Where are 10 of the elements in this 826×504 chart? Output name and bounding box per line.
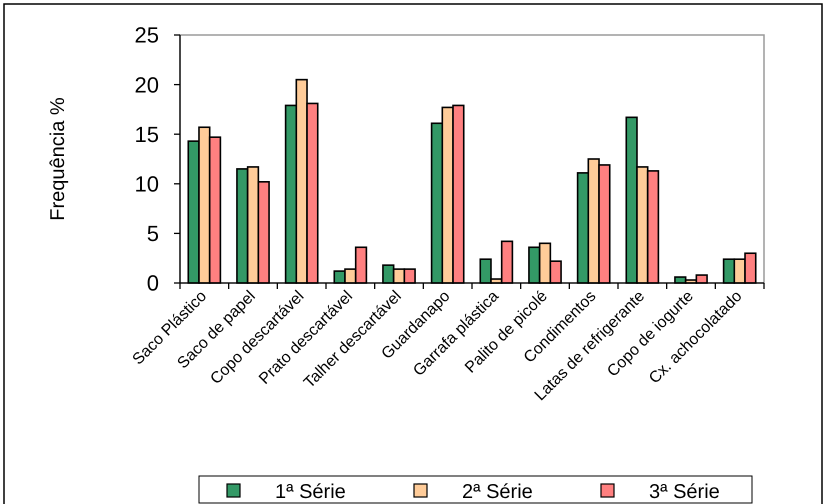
y-tick-label: 0	[146, 270, 159, 296]
legend-label: 1ª Série	[275, 481, 346, 503]
y-tick-label: 20	[134, 72, 159, 98]
legend-label: 3ª Série	[649, 481, 720, 503]
y-axis-title: Frequência %	[47, 97, 69, 221]
y-tick-label: 25	[134, 22, 159, 48]
y-tick-label: 10	[134, 172, 159, 196]
y-tick-label: 5	[146, 221, 159, 246]
legend-label: 2ª Série	[462, 481, 533, 503]
y-tick-label: 15	[134, 122, 159, 147]
